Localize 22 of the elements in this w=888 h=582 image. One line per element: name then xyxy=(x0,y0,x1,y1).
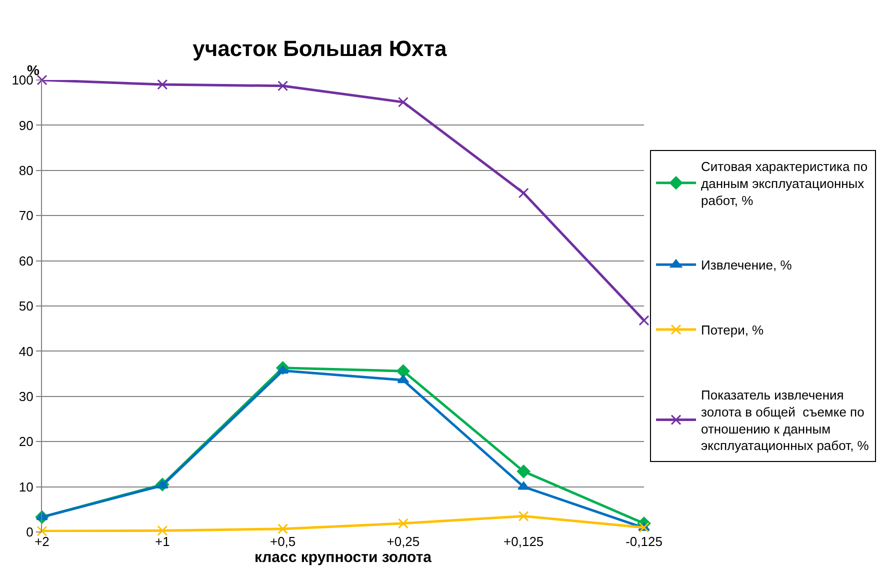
y-tick-label: 0 xyxy=(26,524,34,540)
legend-label: Извлечение, % xyxy=(701,258,792,273)
legend-label: Показатель извлечения золота в общей съемке по отношению к данным эксплуатационных работ, % xyxy=(701,388,870,454)
y-tick-label: 60 xyxy=(18,253,34,268)
y-tick-label: 50 xyxy=(18,298,34,314)
y-tick-label: 20 xyxy=(18,434,34,450)
x-axis-title: класс крупности золота xyxy=(254,549,432,566)
x-tick-label: +0,125 xyxy=(504,534,544,549)
y-tick-label: 90 xyxy=(18,118,34,133)
y-tick-label: 80 xyxy=(18,162,34,178)
x-tick-label: -0,125 xyxy=(626,534,662,549)
x-tick-label: +2 xyxy=(34,534,50,549)
y-tick-label: 40 xyxy=(18,344,34,359)
chart-title: участок Большая Юхта xyxy=(192,36,448,62)
x-tick-label: +1 xyxy=(154,534,170,549)
y-tick-label: 10 xyxy=(18,479,34,494)
legend-label: Ситовая характеристика по данным эксплуатационных работ, % xyxy=(701,159,868,208)
y-tick-label: 70 xyxy=(18,208,34,224)
x-tick-label: +0,5 xyxy=(270,534,296,549)
y-tick-label: 30 xyxy=(18,388,34,404)
legend-label: Потери, % xyxy=(701,322,764,338)
x-tick-label: +0,25 xyxy=(386,534,420,549)
